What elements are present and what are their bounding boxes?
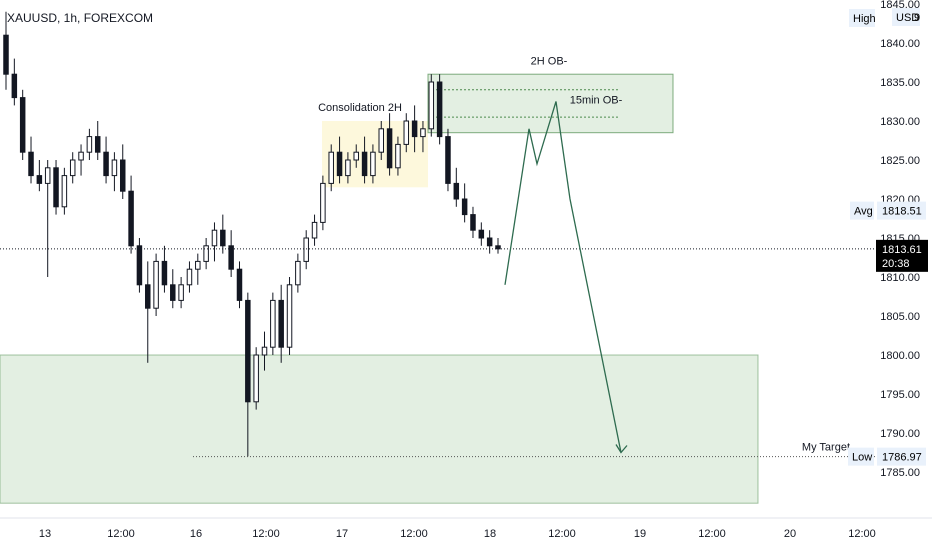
candle: [87, 129, 92, 160]
y-tick-label: 1830.00: [880, 116, 920, 128]
x-tick-label: 19: [634, 528, 646, 540]
candle: [471, 207, 476, 238]
price-scale[interactable]: 1845.001840.001835.001830.001825.001820.…: [848, 0, 932, 518]
x-tick-label: 12:00: [698, 528, 726, 540]
x-tick-label: 12:00: [400, 528, 428, 540]
countdown-value: 20:38: [882, 258, 910, 270]
candle: [496, 238, 501, 254]
candle: [212, 222, 217, 261]
candle: [120, 144, 125, 199]
time-axis[interactable]: 13 12:00 16 12:00 17 12:00 18 12:00 19 12:00 20 12:…: [0, 518, 932, 550]
annotation-label: 2H OB-: [531, 55, 568, 67]
candle: [129, 176, 134, 254]
avg-value: 1818.51: [882, 206, 922, 218]
y-tick-label: 1840.00: [880, 38, 920, 50]
currency-tag[interactable]: USD 9: [892, 8, 920, 26]
target-zone-box: [0, 355, 758, 503]
candle: [95, 121, 100, 160]
candle: [196, 254, 201, 285]
y-tick-label: 1810.00: [880, 272, 920, 284]
candle: [279, 285, 284, 363]
candle: [304, 230, 309, 269]
high-label: High: [853, 13, 876, 25]
candle: [62, 168, 66, 215]
x-tick-label: 16: [190, 528, 202, 540]
candle: [162, 246, 167, 293]
symbol-title: XAUUSD, 1h, FOREXCOM: [7, 11, 153, 25]
candle: [254, 347, 259, 409]
candle: [104, 137, 109, 184]
low-label: Low: [852, 452, 872, 464]
annotation-label: Consolidation 2H: [318, 102, 402, 114]
candle: [29, 137, 34, 184]
candle: [271, 293, 276, 355]
x-tick-label: 12:00: [848, 528, 876, 540]
x-tick-label: 20: [784, 528, 796, 540]
low-value: 1786.97: [882, 452, 922, 464]
y-tick-label: 1805.00: [880, 311, 920, 323]
x-tick-label: 12:00: [548, 528, 576, 540]
candle: [237, 261, 242, 308]
candle: [204, 238, 209, 269]
candle: [321, 176, 326, 231]
candle: [112, 152, 117, 191]
candle: [137, 238, 142, 293]
avg-label: Avg: [854, 206, 873, 218]
candle: [70, 152, 75, 183]
candle: [446, 129, 451, 191]
y-tick-label: 1785.00: [880, 467, 920, 479]
x-tick-label: 12:00: [107, 528, 135, 540]
candle: [20, 90, 25, 160]
candle: [462, 183, 467, 222]
candle: [221, 215, 226, 254]
avg-tag: Avg 1818.51: [850, 202, 926, 220]
x-tick-label: 17: [336, 528, 348, 540]
candle: [487, 230, 492, 253]
candle: [187, 261, 192, 292]
candle: [12, 59, 16, 106]
x-tick-label: 13: [39, 528, 51, 540]
last-price-value: 1813.61: [882, 244, 922, 256]
candle: [229, 230, 234, 277]
y-tick-label: 1835.00: [880, 77, 920, 89]
candle: [54, 160, 59, 215]
candle: [287, 277, 292, 355]
y-tick-label: 1790.00: [880, 428, 920, 440]
low-tag: Low 1786.97: [848, 448, 926, 466]
scale-menu-glyph: 9: [914, 12, 920, 24]
candle: [312, 215, 317, 246]
y-tick-label: 1795.00: [880, 389, 920, 401]
high-tag: High: [849, 9, 876, 27]
y-tick-label: 1800.00: [880, 350, 920, 362]
candle: [179, 277, 184, 308]
candle: [429, 74, 434, 136]
candle: [37, 160, 42, 191]
candle: [79, 144, 84, 175]
candle: [479, 222, 484, 245]
candle: [171, 269, 176, 308]
candle: [154, 254, 159, 316]
y-tick-label: 1825.00: [880, 155, 920, 167]
annotation-label: My Target: [802, 442, 850, 454]
x-tick-label: 12:00: [252, 528, 280, 540]
candle: [296, 254, 301, 293]
last-price-tag: 1813.61 20:38: [876, 240, 928, 272]
candle: [454, 168, 459, 207]
candle: [437, 74, 442, 144]
annotation-label: 15min OB-: [570, 94, 623, 106]
x-tick-label: 18: [484, 528, 496, 540]
candle: [45, 160, 50, 277]
ob-2h-box: [428, 74, 673, 133]
candle: [146, 261, 151, 362]
